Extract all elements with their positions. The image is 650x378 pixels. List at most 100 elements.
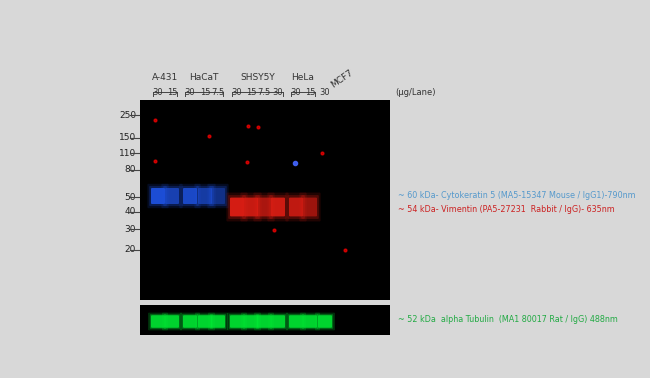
Text: SHSY5Y: SHSY5Y xyxy=(240,73,275,82)
Text: 150: 150 xyxy=(119,133,136,143)
FancyBboxPatch shape xyxy=(300,313,320,330)
FancyBboxPatch shape xyxy=(241,313,261,330)
FancyBboxPatch shape xyxy=(208,313,228,330)
FancyBboxPatch shape xyxy=(271,315,285,328)
Text: 50: 50 xyxy=(125,192,136,201)
FancyBboxPatch shape xyxy=(183,188,197,204)
Text: HaCaT: HaCaT xyxy=(189,73,218,82)
FancyBboxPatch shape xyxy=(182,314,198,329)
FancyBboxPatch shape xyxy=(257,315,271,328)
Text: 30: 30 xyxy=(153,88,163,97)
FancyBboxPatch shape xyxy=(271,198,285,216)
FancyBboxPatch shape xyxy=(301,195,318,219)
FancyBboxPatch shape xyxy=(148,184,168,208)
FancyBboxPatch shape xyxy=(181,186,199,206)
FancyBboxPatch shape xyxy=(209,186,227,206)
FancyBboxPatch shape xyxy=(286,313,306,330)
FancyBboxPatch shape xyxy=(254,313,274,330)
FancyBboxPatch shape xyxy=(211,188,225,204)
FancyBboxPatch shape xyxy=(230,315,244,328)
Text: 30: 30 xyxy=(185,88,195,97)
Text: 30: 30 xyxy=(320,88,330,97)
Text: 15: 15 xyxy=(200,88,210,97)
FancyBboxPatch shape xyxy=(210,314,226,329)
FancyBboxPatch shape xyxy=(254,192,274,222)
Text: 30: 30 xyxy=(273,88,283,97)
FancyBboxPatch shape xyxy=(151,315,165,328)
FancyBboxPatch shape xyxy=(180,313,200,330)
FancyBboxPatch shape xyxy=(163,186,181,206)
FancyBboxPatch shape xyxy=(194,184,216,208)
Text: 110: 110 xyxy=(119,149,136,158)
FancyBboxPatch shape xyxy=(226,192,248,222)
Text: ~ 60 kDa- Cytokeratin 5 (MA5-15347 Mouse / IgG1)-790nm: ~ 60 kDa- Cytokeratin 5 (MA5-15347 Mouse… xyxy=(398,192,636,200)
FancyBboxPatch shape xyxy=(148,313,168,330)
FancyBboxPatch shape xyxy=(165,315,179,328)
FancyBboxPatch shape xyxy=(268,313,288,330)
Text: 15: 15 xyxy=(246,88,256,97)
FancyBboxPatch shape xyxy=(267,192,289,222)
Text: 15: 15 xyxy=(305,88,315,97)
FancyBboxPatch shape xyxy=(211,315,225,328)
FancyBboxPatch shape xyxy=(197,314,213,329)
FancyBboxPatch shape xyxy=(150,186,167,206)
Text: 30: 30 xyxy=(291,88,302,97)
Text: MCF7: MCF7 xyxy=(329,68,354,90)
Text: 30: 30 xyxy=(125,225,136,234)
FancyBboxPatch shape xyxy=(255,195,273,219)
FancyBboxPatch shape xyxy=(285,192,307,222)
Text: 30: 30 xyxy=(231,88,242,97)
Bar xyxy=(140,305,390,335)
FancyBboxPatch shape xyxy=(198,315,212,328)
FancyBboxPatch shape xyxy=(196,186,214,206)
FancyBboxPatch shape xyxy=(198,188,212,204)
Text: ~ 54 kDa- Vimentin (PA5-27231  Rabbit / IgG)- 635nm: ~ 54 kDa- Vimentin (PA5-27231 Rabbit / I… xyxy=(398,206,615,214)
Text: 20: 20 xyxy=(125,245,136,254)
FancyBboxPatch shape xyxy=(243,314,259,329)
Bar xyxy=(140,100,390,300)
FancyBboxPatch shape xyxy=(315,313,335,330)
Text: HeLa: HeLa xyxy=(292,73,315,82)
FancyBboxPatch shape xyxy=(257,198,271,216)
FancyBboxPatch shape xyxy=(228,195,246,219)
FancyBboxPatch shape xyxy=(244,198,258,216)
FancyBboxPatch shape xyxy=(302,314,318,329)
FancyBboxPatch shape xyxy=(227,313,247,330)
FancyBboxPatch shape xyxy=(289,315,303,328)
FancyBboxPatch shape xyxy=(244,315,258,328)
Text: 7.5: 7.5 xyxy=(257,88,270,97)
Text: 250: 250 xyxy=(119,110,136,119)
Text: (μg/Lane): (μg/Lane) xyxy=(395,88,436,97)
FancyBboxPatch shape xyxy=(195,313,215,330)
FancyBboxPatch shape xyxy=(303,315,317,328)
FancyBboxPatch shape xyxy=(161,184,183,208)
FancyBboxPatch shape xyxy=(317,314,333,329)
FancyBboxPatch shape xyxy=(256,314,272,329)
FancyBboxPatch shape xyxy=(150,314,166,329)
FancyBboxPatch shape xyxy=(287,195,305,219)
FancyBboxPatch shape xyxy=(300,192,320,222)
FancyBboxPatch shape xyxy=(303,198,317,216)
Text: 15: 15 xyxy=(167,88,177,97)
FancyBboxPatch shape xyxy=(165,188,179,204)
FancyBboxPatch shape xyxy=(179,184,201,208)
FancyBboxPatch shape xyxy=(269,195,287,219)
FancyBboxPatch shape xyxy=(288,314,304,329)
Text: A-431: A-431 xyxy=(152,73,178,82)
FancyBboxPatch shape xyxy=(162,313,182,330)
FancyBboxPatch shape xyxy=(230,198,244,216)
Text: 80: 80 xyxy=(125,166,136,175)
FancyBboxPatch shape xyxy=(318,315,332,328)
FancyBboxPatch shape xyxy=(229,314,245,329)
FancyBboxPatch shape xyxy=(289,198,303,216)
FancyBboxPatch shape xyxy=(164,314,180,329)
FancyBboxPatch shape xyxy=(151,188,165,204)
FancyBboxPatch shape xyxy=(270,314,286,329)
Text: 7.5: 7.5 xyxy=(211,88,225,97)
FancyBboxPatch shape xyxy=(240,192,261,222)
FancyBboxPatch shape xyxy=(183,315,197,328)
Text: ~ 52 kDa  alpha Tubulin  (MA1 80017 Rat / IgG) 488nm: ~ 52 kDa alpha Tubulin (MA1 80017 Rat / … xyxy=(398,316,618,324)
FancyBboxPatch shape xyxy=(207,184,229,208)
Text: 40: 40 xyxy=(125,208,136,217)
FancyBboxPatch shape xyxy=(242,195,260,219)
